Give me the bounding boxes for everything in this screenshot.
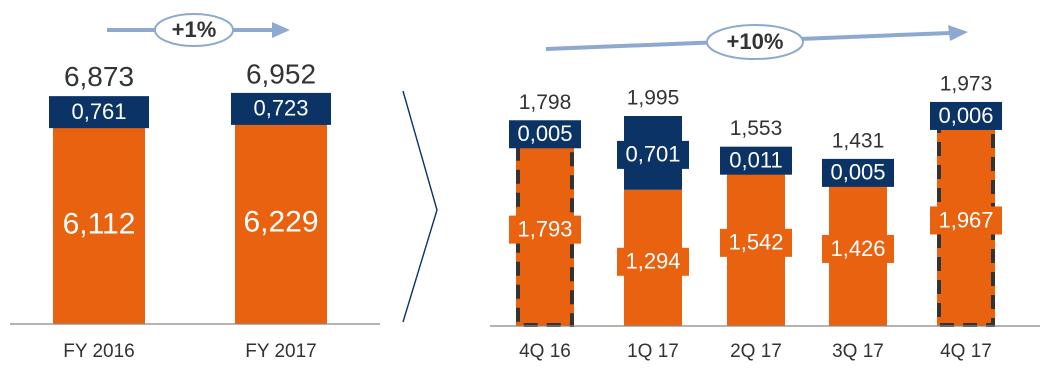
- label-orange-fy-1: 6,229: [243, 205, 318, 238]
- label-orange-q-4: 1,967: [938, 207, 993, 232]
- x-tick-label-q-2: 2Q 17: [730, 341, 782, 362]
- label-orange-q-0-box: [509, 215, 581, 244]
- label-orange-q-3-box: [822, 234, 894, 263]
- label-orange-q-0: 1,793: [517, 216, 572, 241]
- label-navy-q-4: 0,006: [938, 103, 993, 128]
- label-orange-q-4-box: [930, 206, 1002, 235]
- growth-badge-left: [154, 13, 234, 47]
- label-navy-q-1-box: [617, 140, 689, 169]
- growth-label-right: +10%: [727, 29, 784, 54]
- x-tick-label-q-1: 1Q 17: [627, 341, 679, 362]
- total-label-q-2: 1,553: [730, 117, 783, 140]
- growth-badge-right: [706, 24, 804, 60]
- growth-arrow-head-left: [272, 22, 290, 38]
- x-tick-label-fy-1: FY 2017: [245, 341, 316, 362]
- chevron-separator: [402, 90, 438, 323]
- label-navy-q-1: 0,701: [625, 142, 680, 167]
- total-label-q-1: 1,995: [627, 87, 680, 110]
- label-navy-fy-0-box: [49, 96, 149, 129]
- label-navy-fy-0: 0,761: [71, 99, 126, 124]
- growth-label-left: +1%: [172, 17, 217, 42]
- bar-orange-fy-1: [235, 118, 327, 324]
- x-tick-label-fy-0: FY 2016: [63, 341, 134, 362]
- x-tick-label-q-4: 4Q 17: [940, 341, 992, 362]
- growth-arrow-head-right: [948, 25, 968, 41]
- label-orange-q-2: 1,542: [728, 230, 783, 255]
- x-tick-label-q-0: 4Q 16: [519, 341, 571, 362]
- label-orange-q-3: 1,426: [830, 236, 885, 261]
- label-navy-q-2: 0,011: [729, 147, 782, 172]
- total-label-q-0: 1,798: [519, 91, 572, 114]
- total-label-q-4: 1,973: [940, 72, 993, 95]
- label-orange-fy-0: 6,112: [63, 207, 136, 240]
- total-label-q-3: 1,431: [832, 129, 885, 152]
- label-navy-q-4-box: [930, 101, 1002, 130]
- label-orange-q-2-box: [720, 228, 792, 257]
- label-navy-fy-1: 0,723: [253, 96, 308, 121]
- label-navy-q-3-box: [822, 158, 894, 187]
- label-orange-q-1-box: [617, 247, 689, 276]
- label-orange-q-1: 1,294: [625, 249, 680, 274]
- total-label-fy-1: 6,952: [246, 58, 316, 89]
- label-navy-q-3: 0,005: [830, 160, 885, 185]
- total-label-fy-0: 6,873: [64, 61, 134, 92]
- label-navy-q-2-box: [720, 146, 792, 175]
- label-navy-q-0-box: [509, 120, 581, 149]
- label-navy-fy-1-box: [231, 92, 331, 125]
- bar-orange-fy-0: [53, 122, 145, 324]
- label-navy-q-0: 0,005: [517, 121, 572, 146]
- x-tick-label-q-3: 3Q 17: [832, 341, 884, 362]
